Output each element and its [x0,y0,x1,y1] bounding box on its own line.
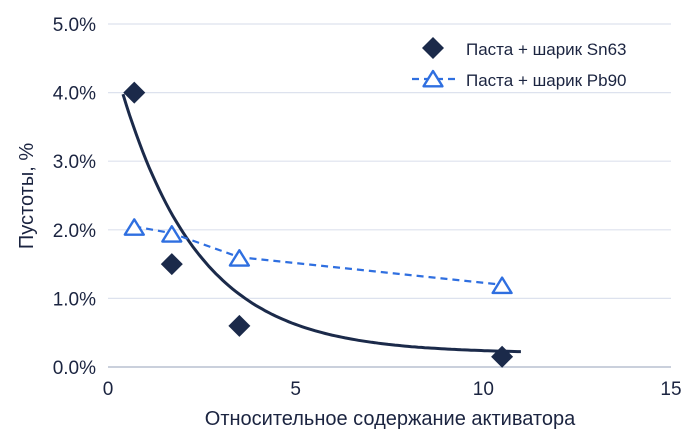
data-point-sn63 [491,345,514,368]
data-point-sn63 [228,314,251,337]
data-point-sn63 [160,253,183,276]
tick-labels: 0.0% 1.0% 2.0% 3.0% 4.0% 5.0% 0 5 10 15 [53,15,682,400]
y-tick-label: 5.0% [53,15,96,36]
y-axis-title: Пустоты, % [16,143,38,249]
legend: Паста + шарик Sn63 Паста + шарик Pb90 [412,37,627,90]
data-point-pb90 [491,276,513,295]
trendline-group [121,93,521,354]
grid-lines [108,23,671,299]
legend-label-pb90: Паста + шарик Pb90 [466,71,627,90]
legend-label-sn63: Паста + шарик Sn63 [466,40,627,59]
data-point-pb90 [123,218,145,236]
y-tick-label: 0.0% [53,358,96,379]
x-tick-label: 15 [660,379,681,400]
trendline-sn63 [121,93,521,354]
data-point-pb90 [228,249,251,267]
data-point-sn63 [123,81,146,104]
series-group [123,81,514,368]
series-pb90-line [134,225,503,286]
x-tick-label: 5 [290,379,301,400]
x-axis-title: Относительное содержание активатора [205,408,576,430]
legend-marker-sn63 [422,37,444,59]
data-point-pb90 [161,225,183,243]
y-tick-label: 2.0% [53,221,96,242]
y-tick-label: 1.0% [53,289,96,310]
y-tick-label: 3.0% [53,152,96,173]
y-tick-label: 4.0% [53,84,96,105]
legend-marker-pb90 [422,69,444,88]
x-tick-label: 0 [103,379,114,400]
x-tick-label: 10 [473,379,494,400]
